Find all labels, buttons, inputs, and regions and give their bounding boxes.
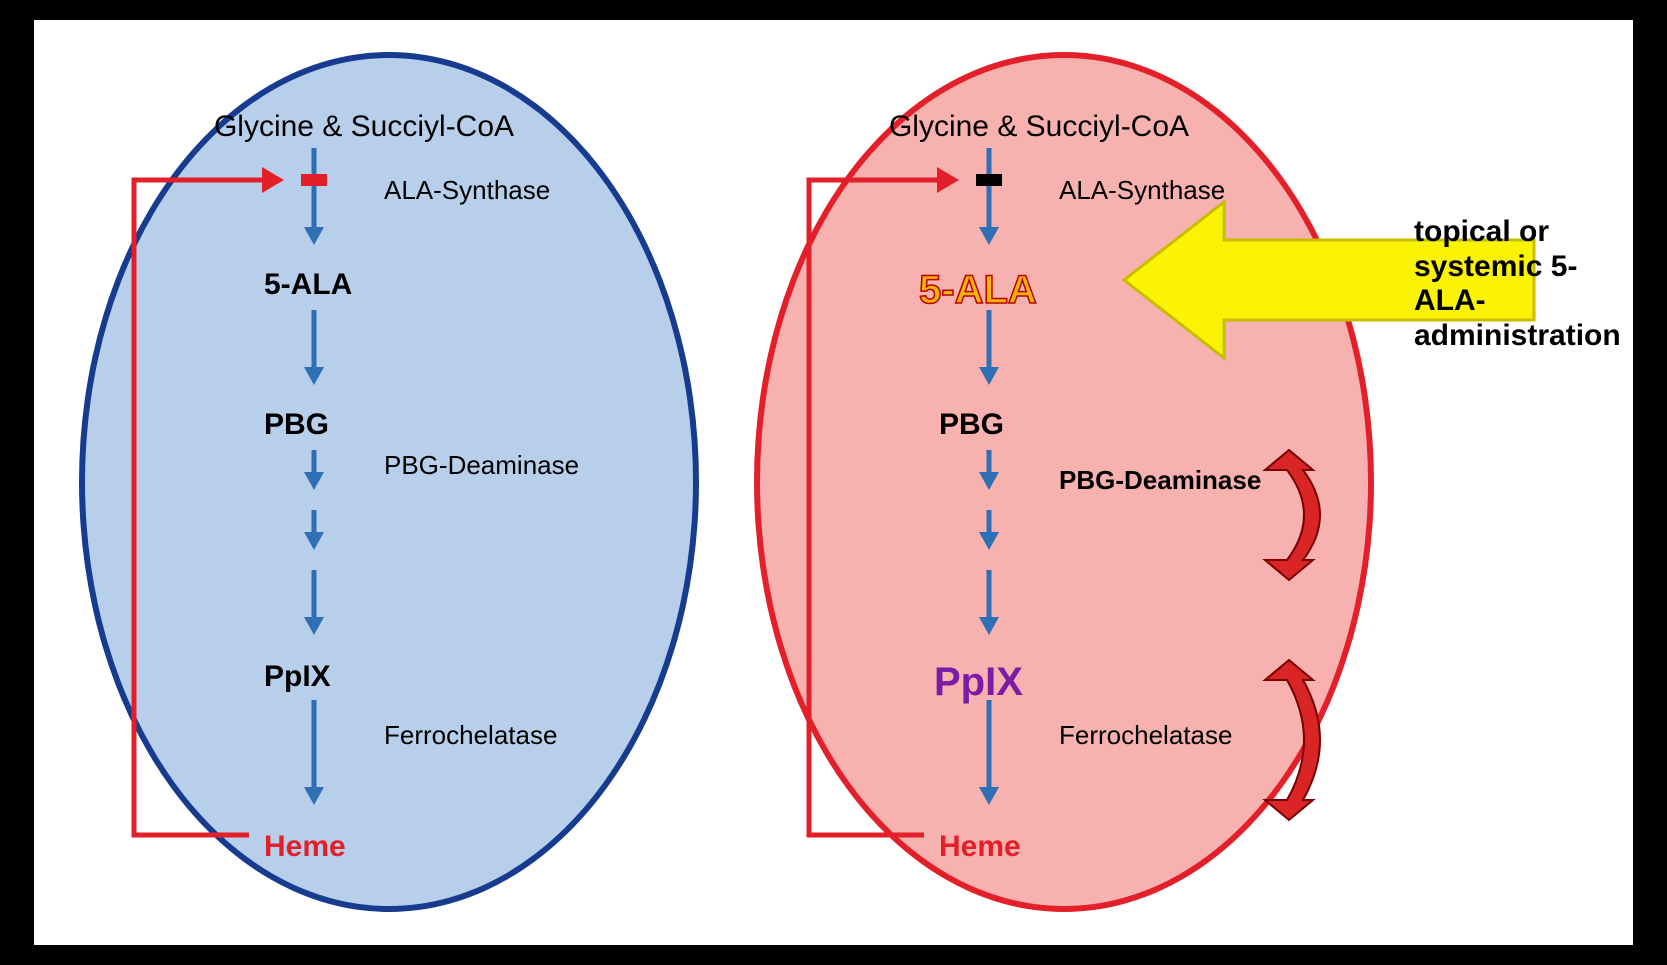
step-right-heme: Heme [939,830,1021,864]
step-left-ppix: PpIX [264,660,331,694]
enzyme-left-1: PBG-Deaminase [384,450,579,481]
annotation-line: systemic 5-ALA- [1414,250,1633,319]
enzyme-right-2: Ferrochelatase [1059,720,1232,751]
step-right-start: Glycine & Succiyl-CoA [839,110,1239,144]
annotation-line: topical or [1414,215,1633,250]
step-left-heme: Heme [264,830,346,864]
step-left-ala: 5-ALA [264,268,352,302]
annotation-5ala-administration: topical orsystemic 5-ALA-administration [1414,215,1633,353]
step-right-pbg: PBG [939,408,1004,442]
enzyme-left-2: Ferrochelatase [384,720,557,751]
enzyme-right-0: ALA-Synthase [1059,175,1225,206]
enzyme-right-1: PBG-Deaminase [1059,465,1261,496]
annotation-line: administration [1414,319,1633,354]
step-right-ppix: PpIX [934,660,1023,705]
enzyme-left-0: ALA-Synthase [384,175,550,206]
diagram-canvas: Glycine & Succiyl-CoA 5-ALA PBG PpIX Heme ALA… [34,20,1633,945]
step-right-ala: 5-ALA [919,268,1037,313]
step-left-start: Glycine & Succiyl-CoA [164,110,564,144]
step-left-pbg: PBG [264,408,329,442]
stage: Glycine & Succiyl-CoA 5-ALA PBG PpIX Heme ALA… [0,0,1667,965]
